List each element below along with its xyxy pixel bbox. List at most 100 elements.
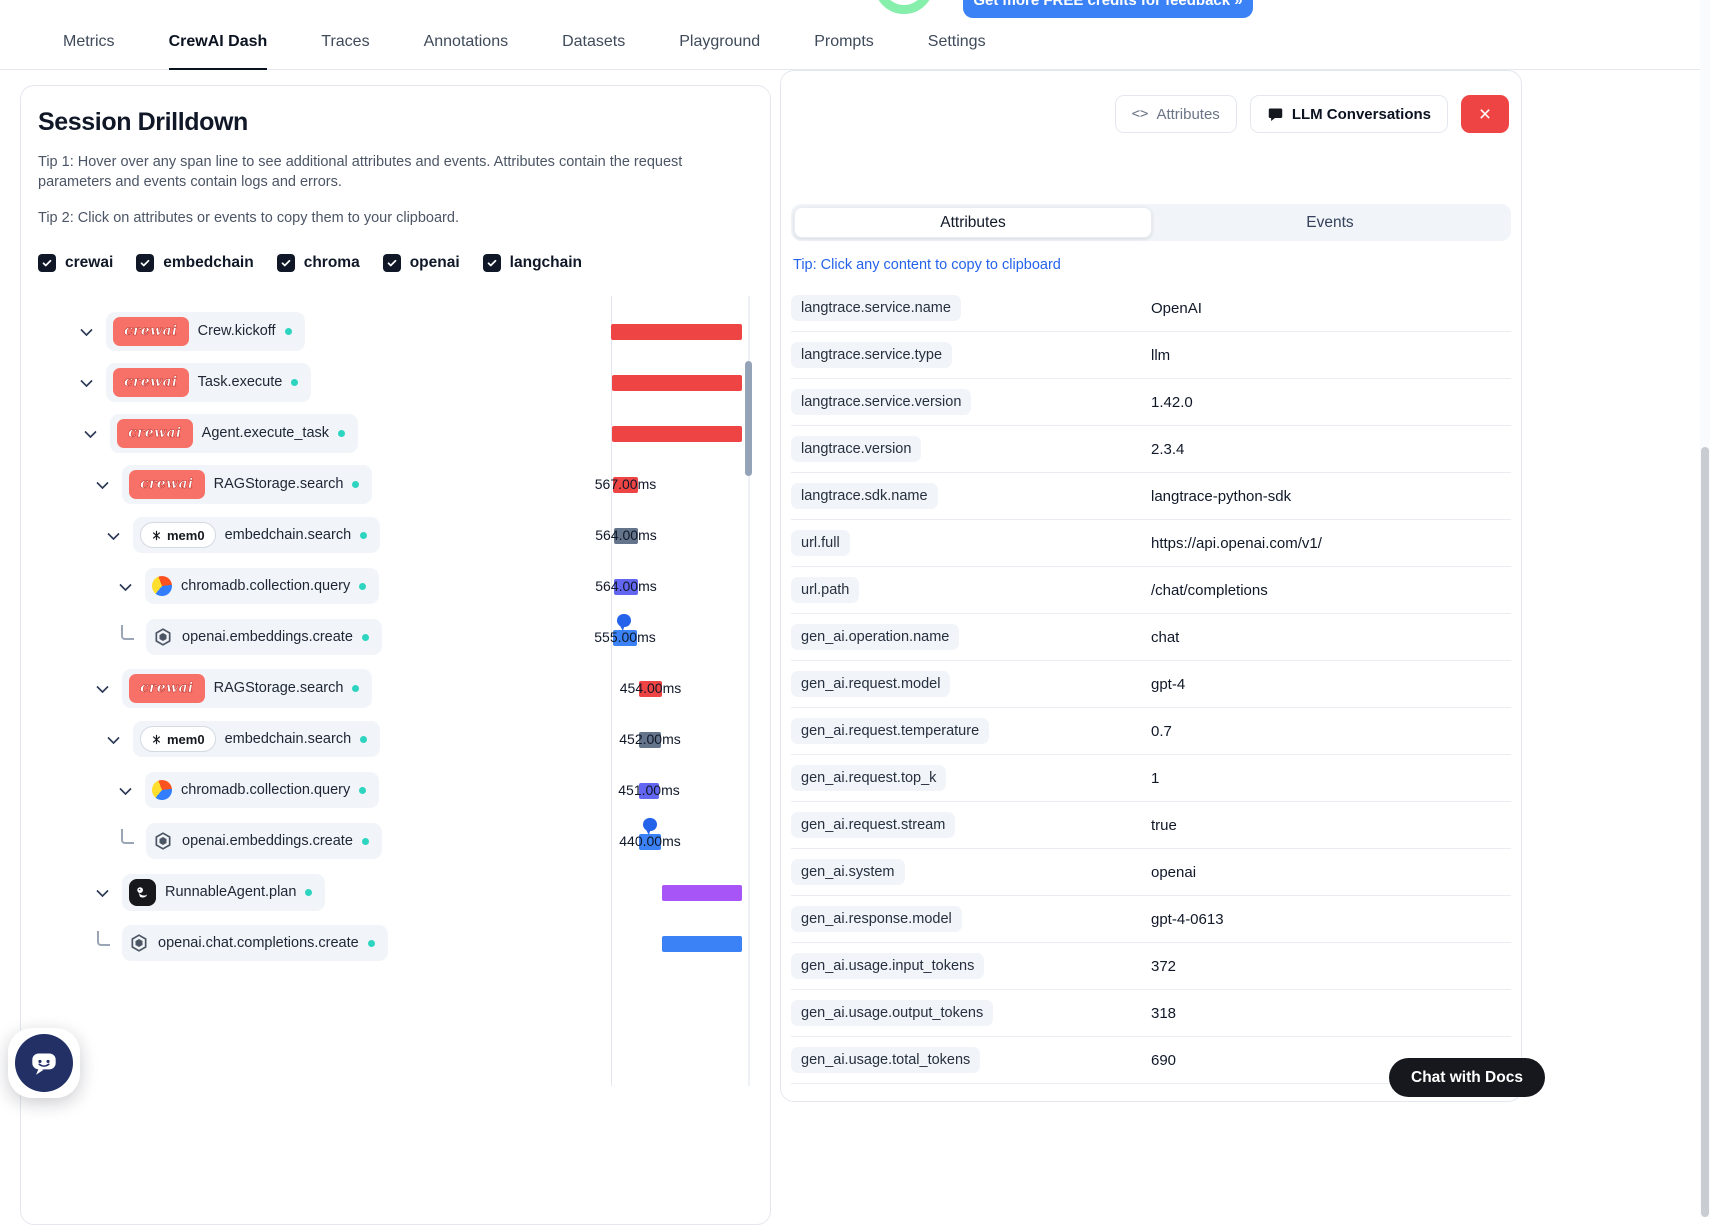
duration-bar[interactable] xyxy=(639,680,662,697)
span-row[interactable]: openai.embeddings.create 555.00ms xyxy=(21,612,770,663)
span-row[interactable]: chromadb.collection.query 564.00ms xyxy=(21,561,770,612)
attributes-button[interactable]: <> Attributes xyxy=(1114,95,1237,133)
close-button[interactable]: × xyxy=(1461,95,1509,133)
tab-annotations[interactable]: Annotations xyxy=(423,33,509,50)
span-pill[interactable]: openai.embeddings.create xyxy=(146,823,382,860)
span-pill[interactable]: crewai RAGStorage.search xyxy=(122,668,373,708)
attribute-value[interactable]: 690 xyxy=(1151,1051,1177,1069)
attribute-key[interactable]: gen_ai.usage.total_tokens xyxy=(791,1047,981,1073)
duration-bar[interactable] xyxy=(639,782,659,799)
chevron-down-icon[interactable] xyxy=(78,323,94,339)
attribute-key[interactable]: langtrace.version xyxy=(791,436,922,462)
attribute-value[interactable]: 0.7 xyxy=(1151,722,1172,740)
duration-bar[interactable] xyxy=(639,731,661,748)
span-row[interactable]: crewai Crew.kickoff xyxy=(21,306,770,357)
span-pill[interactable]: crewai Crew.kickoff xyxy=(106,311,305,351)
attribute-value[interactable]: 1 xyxy=(1151,769,1160,787)
tab-crewai-dash[interactable]: CrewAI Dash xyxy=(168,0,268,70)
tab-prompts[interactable]: Prompts xyxy=(814,33,874,50)
filter-openai[interactable]: openai xyxy=(382,253,460,272)
page-scrollbar-thumb[interactable] xyxy=(1701,447,1709,1217)
duration-bar[interactable] xyxy=(613,476,638,493)
span-pill[interactable]: RunnableAgent.plan xyxy=(122,873,326,911)
attribute-value[interactable]: llm xyxy=(1151,346,1171,364)
attribute-key[interactable]: langtrace.service.name xyxy=(791,295,961,321)
attribute-value[interactable]: true xyxy=(1151,816,1177,834)
attribute-value[interactable]: langtrace-python-sdk xyxy=(1151,487,1292,505)
attribute-value[interactable]: openai xyxy=(1151,863,1197,881)
duration-bar[interactable] xyxy=(612,425,742,442)
attribute-key[interactable]: gen_ai.request.temperature xyxy=(791,718,990,744)
attribute-value[interactable]: 318 xyxy=(1151,1004,1177,1022)
span-pill[interactable]: crewai Task.execute xyxy=(106,362,312,402)
span-row[interactable]: crewai Task.execute xyxy=(21,357,770,408)
tab-settings[interactable]: Settings xyxy=(927,33,986,50)
duration-bar[interactable] xyxy=(611,323,742,340)
chevron-down-icon[interactable] xyxy=(105,527,121,543)
span-pill[interactable]: crewai RAGStorage.search xyxy=(122,464,373,504)
duration-bar[interactable] xyxy=(614,527,638,544)
span-pill[interactable]: crewai Agent.execute_task xyxy=(110,413,359,453)
tab-attributes[interactable]: Attributes xyxy=(794,207,1152,238)
copy-tip[interactable]: Tip: Click any content to copy to clipbo… xyxy=(793,257,1061,273)
tab-events[interactable]: Events xyxy=(1306,213,1354,231)
support-chat-launcher[interactable] xyxy=(8,1028,80,1098)
chevron-down-icon[interactable] xyxy=(82,425,98,441)
span-row[interactable]: openai.embeddings.create 440.00ms xyxy=(21,816,770,867)
attribute-key[interactable]: gen_ai.request.model xyxy=(791,671,951,697)
attribute-value[interactable]: 1.42.0 xyxy=(1151,393,1193,411)
filter-embedchain[interactable]: embedchain xyxy=(136,253,254,272)
duration-bar[interactable] xyxy=(612,374,742,391)
attribute-key[interactable]: gen_ai.system xyxy=(791,859,905,885)
span-pill[interactable]: chromadb.collection.query xyxy=(145,568,380,605)
span-row[interactable]: crewai RAGStorage.search 454.00ms xyxy=(21,663,770,714)
attribute-key[interactable]: gen_ai.usage.input_tokens xyxy=(791,953,985,979)
span-row[interactable]: mem0 embedchain.search 452.00ms xyxy=(21,714,770,765)
attribute-key[interactable]: langtrace.service.type xyxy=(791,342,953,368)
duration-bar[interactable] xyxy=(662,935,742,952)
attribute-value[interactable]: 2.3.4 xyxy=(1151,440,1185,458)
tab-traces[interactable]: Traces xyxy=(321,33,370,50)
span-row[interactable]: crewai Agent.execute_task xyxy=(21,408,770,459)
checkbox-checked-icon[interactable] xyxy=(276,253,295,272)
attribute-value[interactable]: 372 xyxy=(1151,957,1177,975)
chat-with-docs-button[interactable]: Chat with Docs xyxy=(1389,1058,1545,1097)
attribute-key[interactable]: url.full xyxy=(791,530,850,556)
filter-langchain[interactable]: langchain xyxy=(482,253,582,272)
chevron-down-icon[interactable] xyxy=(105,731,121,747)
chevron-down-icon[interactable] xyxy=(94,476,110,492)
span-pill[interactable]: chromadb.collection.query xyxy=(145,772,380,809)
chevron-down-icon[interactable] xyxy=(117,578,133,594)
checkbox-checked-icon[interactable] xyxy=(482,253,501,272)
span-row[interactable]: chromadb.collection.query 451.00ms xyxy=(21,765,770,816)
page-scrollbar[interactable] xyxy=(1700,0,1710,1217)
chevron-down-icon[interactable] xyxy=(94,680,110,696)
attribute-value[interactable]: https://api.openai.com/v1/ xyxy=(1151,534,1322,552)
attribute-value[interactable]: gpt-4-0613 xyxy=(1151,910,1224,928)
filter-chroma[interactable]: chroma xyxy=(276,253,360,272)
attribute-key[interactable]: gen_ai.response.model xyxy=(791,906,962,932)
span-row[interactable]: openai.chat.completions.create xyxy=(21,918,770,969)
attribute-key[interactable]: gen_ai.usage.output_tokens xyxy=(791,1000,994,1026)
duration-bar[interactable] xyxy=(614,578,638,595)
chevron-down-icon[interactable] xyxy=(94,884,110,900)
attribute-key[interactable]: url.path xyxy=(791,577,860,603)
duration-bar[interactable] xyxy=(639,833,661,850)
attribute-key[interactable]: langtrace.service.version xyxy=(791,389,972,415)
attribute-key[interactable]: gen_ai.operation.name xyxy=(791,624,960,650)
attribute-value[interactable]: OpenAI xyxy=(1151,299,1202,317)
attribute-key[interactable]: gen_ai.request.stream xyxy=(791,812,956,838)
span-pill[interactable]: openai.chat.completions.create xyxy=(122,925,388,962)
span-pill[interactable]: mem0 embedchain.search xyxy=(133,517,381,554)
free-credits-button[interactable]: Get more FREE credits for feedback » xyxy=(963,0,1253,18)
duration-bar[interactable] xyxy=(613,629,637,646)
span-row[interactable]: mem0 embedchain.search 564.00ms xyxy=(21,510,770,561)
attribute-key[interactable]: langtrace.sdk.name xyxy=(791,483,938,509)
attribute-value[interactable]: /chat/completions xyxy=(1151,581,1268,599)
checkbox-checked-icon[interactable] xyxy=(136,253,155,272)
span-pill[interactable]: mem0 embedchain.search xyxy=(133,721,381,758)
chevron-down-icon[interactable] xyxy=(78,374,94,390)
tree-scrollbar-thumb[interactable] xyxy=(745,360,752,476)
chevron-down-icon[interactable] xyxy=(117,782,133,798)
checkbox-checked-icon[interactable] xyxy=(38,253,56,272)
